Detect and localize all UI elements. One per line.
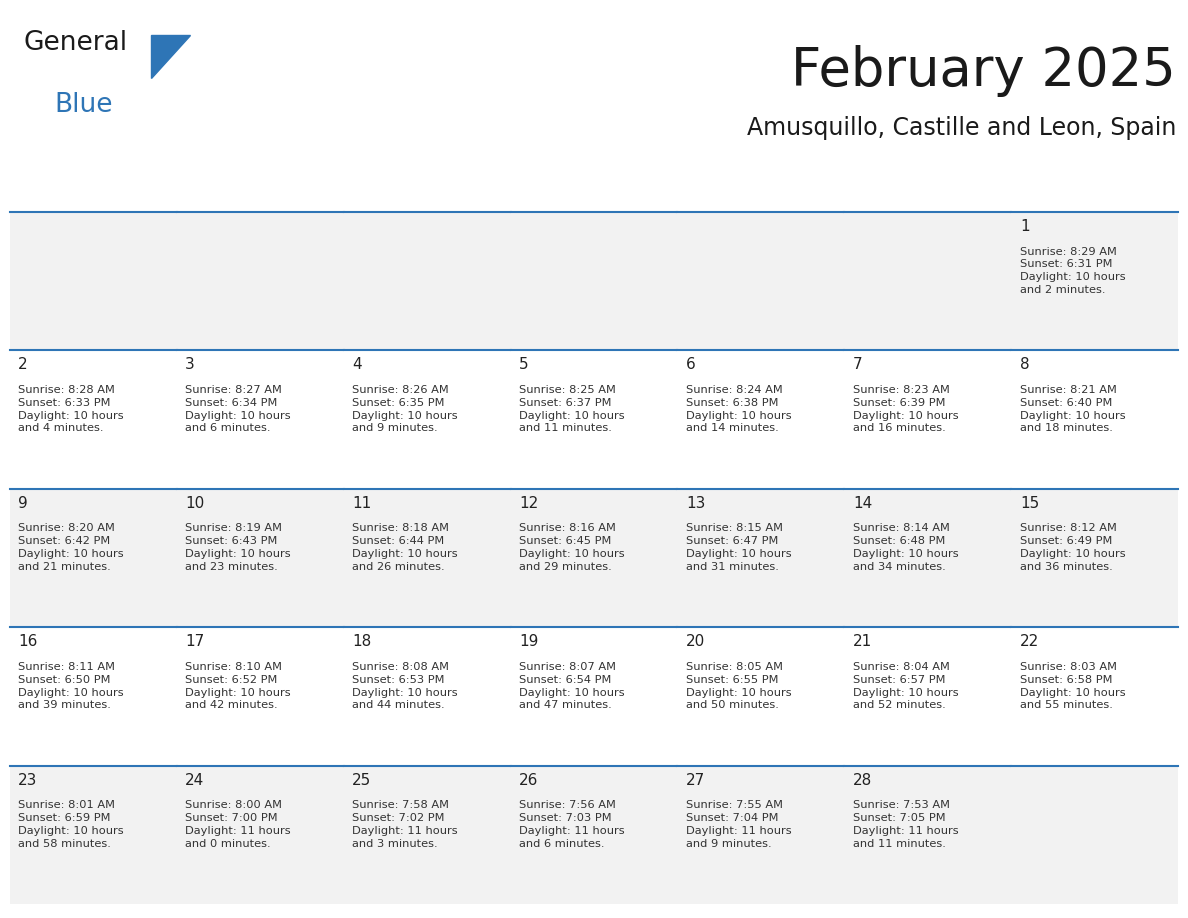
- Text: Sunrise: 8:20 AM
Sunset: 6:42 PM
Daylight: 10 hours
and 21 minutes.: Sunrise: 8:20 AM Sunset: 6:42 PM Dayligh…: [18, 523, 124, 572]
- Text: 19: 19: [519, 634, 538, 649]
- Text: Sunrise: 8:26 AM
Sunset: 6:35 PM
Daylight: 10 hours
and 9 minutes.: Sunrise: 8:26 AM Sunset: 6:35 PM Dayligh…: [352, 385, 457, 433]
- Text: Sunrise: 8:21 AM
Sunset: 6:40 PM
Daylight: 10 hours
and 18 minutes.: Sunrise: 8:21 AM Sunset: 6:40 PM Dayligh…: [1019, 385, 1125, 433]
- Text: 4: 4: [352, 357, 361, 373]
- Text: Wednesday: Wednesday: [523, 174, 619, 193]
- Text: 1: 1: [1019, 218, 1030, 234]
- Text: Sunrise: 8:11 AM
Sunset: 6:50 PM
Daylight: 10 hours
and 39 minutes.: Sunrise: 8:11 AM Sunset: 6:50 PM Dayligh…: [18, 662, 124, 711]
- Text: 10: 10: [185, 496, 204, 510]
- Text: Friday: Friday: [857, 174, 906, 193]
- Text: 16: 16: [18, 634, 37, 649]
- Text: 22: 22: [1019, 634, 1040, 649]
- Text: 5: 5: [519, 357, 529, 373]
- Text: Monday: Monday: [188, 174, 254, 193]
- Text: General: General: [24, 30, 128, 56]
- Text: Sunday: Sunday: [21, 174, 83, 193]
- Text: 24: 24: [185, 773, 204, 788]
- Text: 25: 25: [352, 773, 371, 788]
- Text: Tuesday: Tuesday: [355, 174, 423, 193]
- Text: 12: 12: [519, 496, 538, 510]
- Text: Sunrise: 8:25 AM
Sunset: 6:37 PM
Daylight: 10 hours
and 11 minutes.: Sunrise: 8:25 AM Sunset: 6:37 PM Dayligh…: [519, 385, 625, 433]
- Text: 14: 14: [853, 496, 872, 510]
- Text: Sunrise: 8:16 AM
Sunset: 6:45 PM
Daylight: 10 hours
and 29 minutes.: Sunrise: 8:16 AM Sunset: 6:45 PM Dayligh…: [519, 523, 625, 572]
- Text: 18: 18: [352, 634, 371, 649]
- Text: Sunrise: 8:28 AM
Sunset: 6:33 PM
Daylight: 10 hours
and 4 minutes.: Sunrise: 8:28 AM Sunset: 6:33 PM Dayligh…: [18, 385, 124, 433]
- Text: Sunrise: 8:05 AM
Sunset: 6:55 PM
Daylight: 10 hours
and 50 minutes.: Sunrise: 8:05 AM Sunset: 6:55 PM Dayligh…: [685, 662, 791, 711]
- Text: 20: 20: [685, 634, 706, 649]
- Text: Sunrise: 8:01 AM
Sunset: 6:59 PM
Daylight: 10 hours
and 58 minutes.: Sunrise: 8:01 AM Sunset: 6:59 PM Dayligh…: [18, 800, 124, 849]
- Text: 28: 28: [853, 773, 872, 788]
- Text: Sunrise: 8:03 AM
Sunset: 6:58 PM
Daylight: 10 hours
and 55 minutes.: Sunrise: 8:03 AM Sunset: 6:58 PM Dayligh…: [1019, 662, 1125, 711]
- Text: Sunrise: 8:08 AM
Sunset: 6:53 PM
Daylight: 10 hours
and 44 minutes.: Sunrise: 8:08 AM Sunset: 6:53 PM Dayligh…: [352, 662, 457, 711]
- Text: 17: 17: [185, 634, 204, 649]
- Text: 21: 21: [853, 634, 872, 649]
- Text: Sunrise: 8:00 AM
Sunset: 7:00 PM
Daylight: 11 hours
and 0 minutes.: Sunrise: 8:00 AM Sunset: 7:00 PM Dayligh…: [185, 800, 291, 849]
- Text: 7: 7: [853, 357, 862, 373]
- Text: 8: 8: [1019, 357, 1030, 373]
- Text: Sunrise: 8:12 AM
Sunset: 6:49 PM
Daylight: 10 hours
and 36 minutes.: Sunrise: 8:12 AM Sunset: 6:49 PM Dayligh…: [1019, 523, 1125, 572]
- Text: Sunrise: 7:55 AM
Sunset: 7:04 PM
Daylight: 11 hours
and 9 minutes.: Sunrise: 7:55 AM Sunset: 7:04 PM Dayligh…: [685, 800, 791, 849]
- Text: Thursday: Thursday: [689, 174, 766, 193]
- Text: 13: 13: [685, 496, 706, 510]
- Text: Sunrise: 8:07 AM
Sunset: 6:54 PM
Daylight: 10 hours
and 47 minutes.: Sunrise: 8:07 AM Sunset: 6:54 PM Dayligh…: [519, 662, 625, 711]
- Text: Sunrise: 8:18 AM
Sunset: 6:44 PM
Daylight: 10 hours
and 26 minutes.: Sunrise: 8:18 AM Sunset: 6:44 PM Dayligh…: [352, 523, 457, 572]
- Text: 3: 3: [185, 357, 195, 373]
- Text: Sunrise: 8:10 AM
Sunset: 6:52 PM
Daylight: 10 hours
and 42 minutes.: Sunrise: 8:10 AM Sunset: 6:52 PM Dayligh…: [185, 662, 291, 711]
- Text: Sunrise: 8:19 AM
Sunset: 6:43 PM
Daylight: 10 hours
and 23 minutes.: Sunrise: 8:19 AM Sunset: 6:43 PM Dayligh…: [185, 523, 291, 572]
- Text: 26: 26: [519, 773, 538, 788]
- Text: 27: 27: [685, 773, 706, 788]
- Text: 15: 15: [1019, 496, 1040, 510]
- Text: Saturday: Saturday: [1023, 174, 1098, 193]
- Text: Sunrise: 8:04 AM
Sunset: 6:57 PM
Daylight: 10 hours
and 52 minutes.: Sunrise: 8:04 AM Sunset: 6:57 PM Dayligh…: [853, 662, 959, 711]
- Text: Sunrise: 8:15 AM
Sunset: 6:47 PM
Daylight: 10 hours
and 31 minutes.: Sunrise: 8:15 AM Sunset: 6:47 PM Dayligh…: [685, 523, 791, 572]
- Text: 11: 11: [352, 496, 371, 510]
- Text: Sunrise: 7:56 AM
Sunset: 7:03 PM
Daylight: 11 hours
and 6 minutes.: Sunrise: 7:56 AM Sunset: 7:03 PM Dayligh…: [519, 800, 625, 849]
- Text: 6: 6: [685, 357, 696, 373]
- Text: Sunrise: 7:58 AM
Sunset: 7:02 PM
Daylight: 11 hours
and 3 minutes.: Sunrise: 7:58 AM Sunset: 7:02 PM Dayligh…: [352, 800, 457, 849]
- Text: 9: 9: [18, 496, 27, 510]
- Text: Sunrise: 8:27 AM
Sunset: 6:34 PM
Daylight: 10 hours
and 6 minutes.: Sunrise: 8:27 AM Sunset: 6:34 PM Dayligh…: [185, 385, 291, 433]
- Polygon shape: [151, 35, 190, 78]
- Text: Amusquillo, Castille and Leon, Spain: Amusquillo, Castille and Leon, Spain: [747, 117, 1176, 140]
- Text: Sunrise: 8:23 AM
Sunset: 6:39 PM
Daylight: 10 hours
and 16 minutes.: Sunrise: 8:23 AM Sunset: 6:39 PM Dayligh…: [853, 385, 959, 433]
- Text: 2: 2: [18, 357, 27, 373]
- Text: February 2025: February 2025: [791, 45, 1176, 97]
- Text: Sunrise: 8:14 AM
Sunset: 6:48 PM
Daylight: 10 hours
and 34 minutes.: Sunrise: 8:14 AM Sunset: 6:48 PM Dayligh…: [853, 523, 959, 572]
- Text: 23: 23: [18, 773, 37, 788]
- Text: Sunrise: 8:29 AM
Sunset: 6:31 PM
Daylight: 10 hours
and 2 minutes.: Sunrise: 8:29 AM Sunset: 6:31 PM Dayligh…: [1019, 247, 1125, 295]
- Text: Blue: Blue: [55, 92, 113, 118]
- Text: Sunrise: 7:53 AM
Sunset: 7:05 PM
Daylight: 11 hours
and 11 minutes.: Sunrise: 7:53 AM Sunset: 7:05 PM Dayligh…: [853, 800, 959, 849]
- Text: Sunrise: 8:24 AM
Sunset: 6:38 PM
Daylight: 10 hours
and 14 minutes.: Sunrise: 8:24 AM Sunset: 6:38 PM Dayligh…: [685, 385, 791, 433]
